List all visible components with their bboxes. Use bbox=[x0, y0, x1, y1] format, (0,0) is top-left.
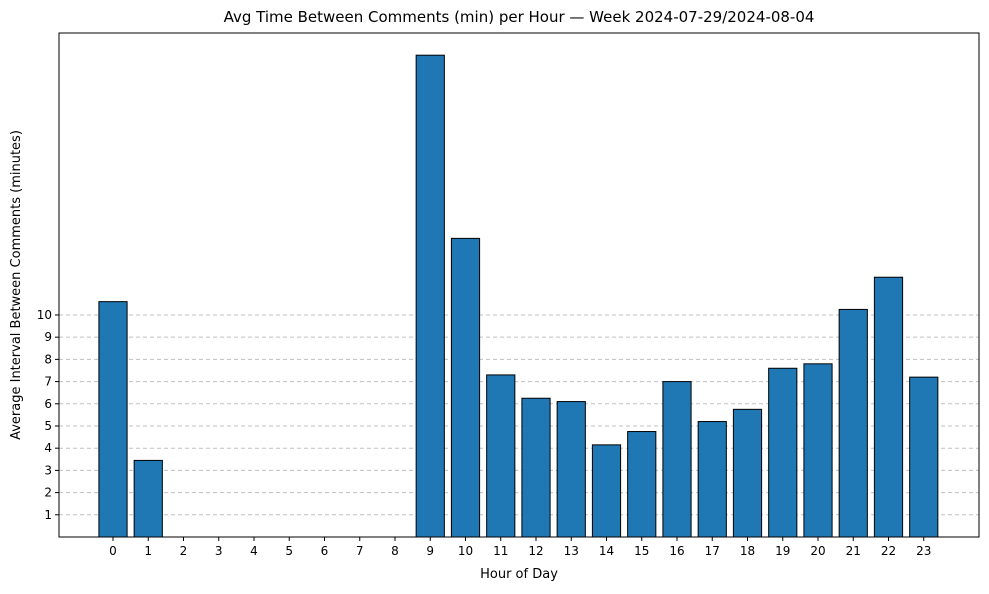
bar-hour-20 bbox=[803, 363, 833, 538]
x-tick-label: 17 bbox=[705, 544, 720, 558]
x-tick-label: 21 bbox=[846, 544, 861, 558]
y-axis-ticks: 1 2 3 4 5 6 7 8 9 10 bbox=[37, 308, 59, 522]
y-tick-label: 3 bbox=[44, 463, 52, 477]
x-tick-label: 6 bbox=[321, 544, 329, 558]
x-tick-label: 11 bbox=[493, 544, 508, 558]
bar-hour-0 bbox=[98, 301, 128, 538]
y-tick-label: 1 bbox=[44, 508, 52, 522]
y-tick-label: 7 bbox=[44, 375, 52, 389]
bar-hour-11 bbox=[486, 374, 516, 538]
y-tick-label: 4 bbox=[44, 441, 52, 455]
y-tick-label: 9 bbox=[44, 330, 52, 344]
x-tick-label: 4 bbox=[250, 544, 258, 558]
x-axis-ticks: 0 1 2 3 4 5 6 7 8 9 10 11 12 13 14 15 16 17 18 19 20 21 22 23 bbox=[109, 537, 931, 558]
x-tick-label: 13 bbox=[564, 544, 579, 558]
y-tick-label: 6 bbox=[44, 397, 52, 411]
bar-hour-14 bbox=[591, 444, 622, 538]
bar-hour-22 bbox=[873, 276, 904, 538]
x-tick-label: 2 bbox=[180, 544, 188, 558]
y-tick-label: 5 bbox=[44, 419, 52, 433]
y-tick-label: 2 bbox=[44, 486, 52, 500]
bar-hour-12 bbox=[521, 397, 551, 538]
x-tick-label: 12 bbox=[528, 544, 543, 558]
bar-hour-15 bbox=[627, 431, 657, 538]
chart-title: Avg Time Between Comments (min) per Hour… bbox=[224, 8, 815, 26]
bar-hour-23 bbox=[909, 376, 939, 538]
bar-hour-10 bbox=[450, 237, 481, 538]
x-tick-label: 15 bbox=[634, 544, 649, 558]
x-tick-label: 1 bbox=[144, 544, 152, 558]
x-tick-label: 7 bbox=[356, 544, 364, 558]
x-tick-label: 3 bbox=[215, 544, 223, 558]
bar-hour-9 bbox=[415, 54, 445, 538]
x-tick-label: 22 bbox=[881, 544, 896, 558]
x-tick-label: 0 bbox=[109, 544, 117, 558]
x-tick-label: 5 bbox=[285, 544, 293, 558]
y-axis-label: Average Interval Between Comments (minut… bbox=[9, 130, 24, 440]
x-tick-label: 20 bbox=[810, 544, 825, 558]
bar-hour-21 bbox=[838, 308, 868, 538]
x-tick-label: 14 bbox=[599, 544, 614, 558]
bar-hour-16 bbox=[662, 381, 692, 538]
bar-hour-13 bbox=[556, 401, 586, 538]
x-tick-label: 9 bbox=[426, 544, 434, 558]
y-tick-label: 8 bbox=[44, 352, 52, 366]
bars bbox=[98, 54, 939, 538]
plot-frame bbox=[58, 32, 980, 538]
x-tick-label: 8 bbox=[391, 544, 399, 558]
x-tick-label: 23 bbox=[916, 544, 931, 558]
x-axis-label: Hour of Day bbox=[480, 567, 558, 582]
bar-hour-19 bbox=[768, 367, 798, 538]
x-tick-label: 19 bbox=[775, 544, 790, 558]
bar-hour-17 bbox=[697, 421, 727, 538]
x-tick-label: 16 bbox=[669, 544, 684, 558]
bar-hour-18 bbox=[732, 408, 763, 538]
bar-hour-1 bbox=[133, 459, 163, 538]
x-tick-label: 18 bbox=[740, 544, 755, 558]
y-tick-label: 10 bbox=[37, 308, 52, 322]
x-tick-label: 10 bbox=[458, 544, 473, 558]
